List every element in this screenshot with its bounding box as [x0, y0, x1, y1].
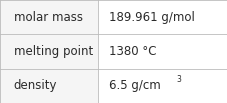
Text: 1380 °C: 1380 °C: [109, 45, 156, 58]
Text: 189.961 g/mol: 189.961 g/mol: [109, 11, 195, 24]
Bar: [0, 69, 98, 103]
Bar: [0, 0, 98, 34]
Text: molar mass: molar mass: [14, 11, 82, 24]
Text: density: density: [14, 79, 57, 92]
Bar: [0, 34, 98, 69]
Text: 6.5 g/cm: 6.5 g/cm: [109, 79, 160, 92]
Text: melting point: melting point: [14, 45, 93, 58]
Bar: [98, 69, 227, 103]
Bar: [98, 0, 227, 34]
Bar: [98, 34, 227, 69]
Text: 3: 3: [175, 75, 180, 84]
